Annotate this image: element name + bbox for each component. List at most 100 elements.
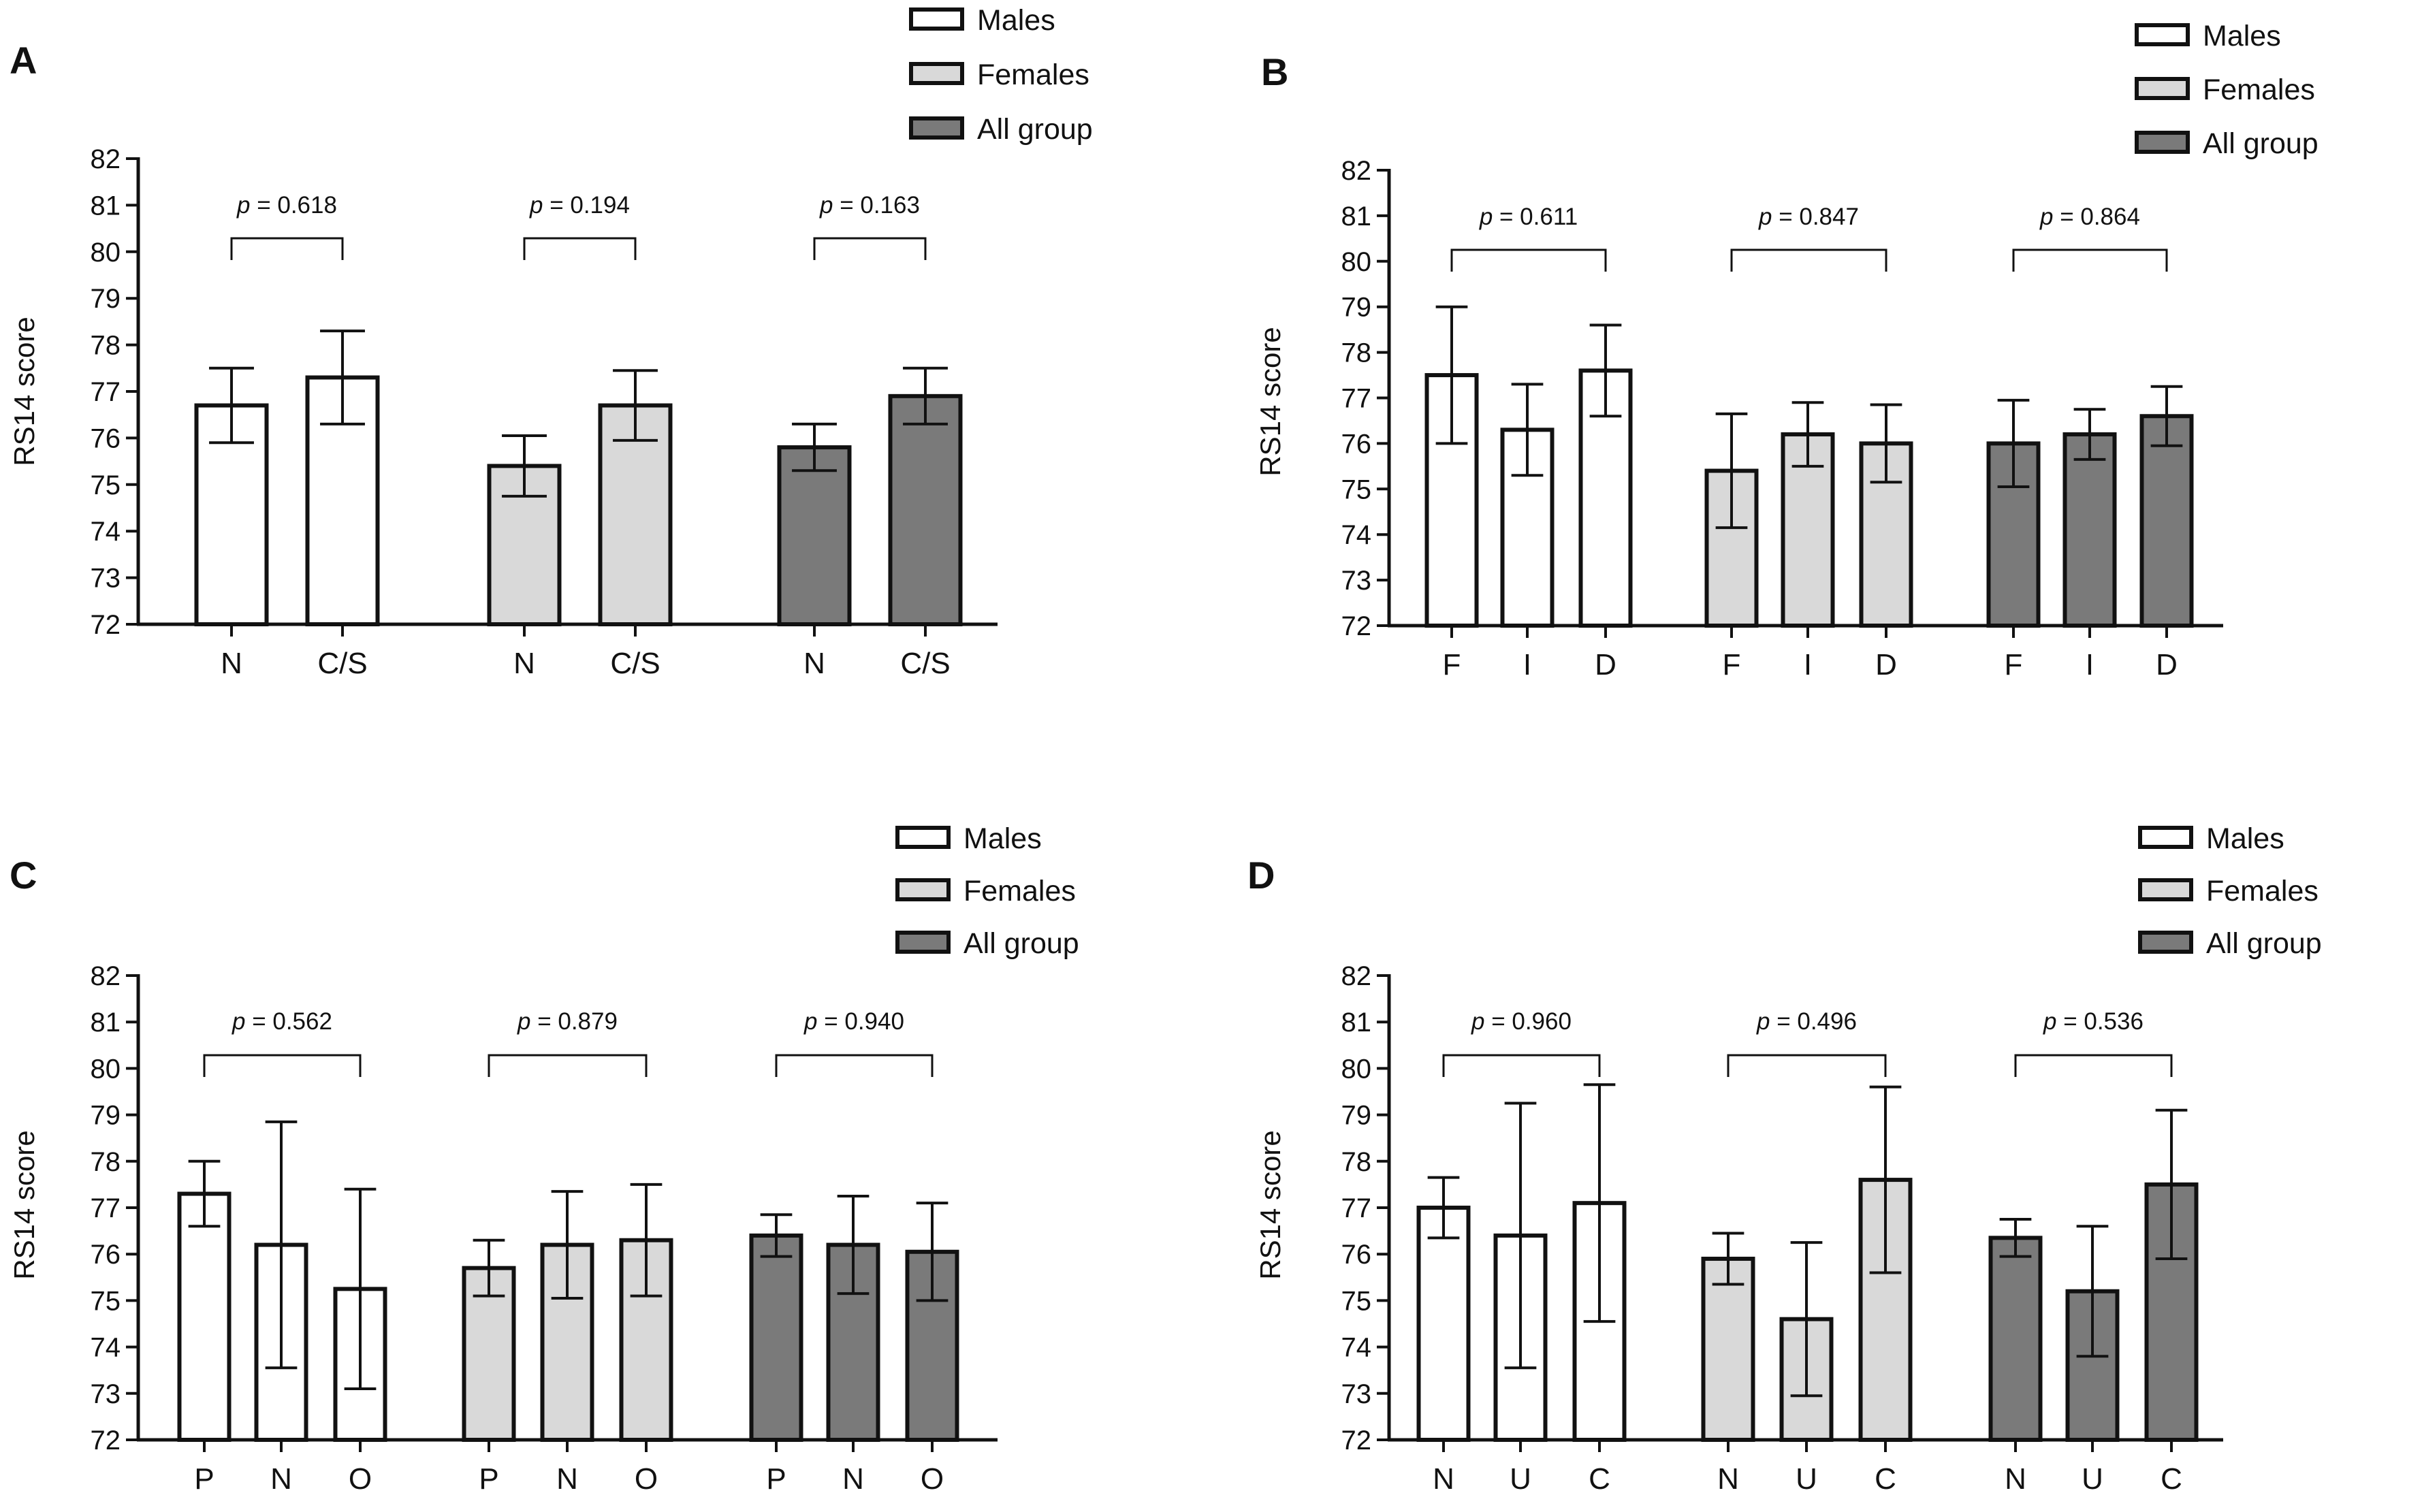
- legend-label: Males: [977, 4, 1055, 37]
- p-value: = 0.864: [2053, 204, 2139, 230]
- y-tick-label: 78: [1341, 338, 1372, 368]
- x-tick-label: N: [270, 1462, 292, 1496]
- panel-letter: C: [10, 854, 37, 897]
- x-tick-label: C: [1589, 1462, 1610, 1496]
- legend-label: Females: [963, 875, 1076, 907]
- p-value: = 0.847: [1772, 204, 1858, 230]
- legend-swatch: [909, 62, 964, 85]
- y-tick-label: 79: [91, 284, 121, 314]
- significance-bracket: [775, 1054, 934, 1077]
- x-tick-label: U: [2082, 1462, 2103, 1496]
- p-value: = 0.496: [1770, 1008, 1856, 1035]
- y-tick-label: 80: [1341, 247, 1372, 277]
- significance-bracket: [1727, 1054, 1887, 1077]
- chart-panel-a: A RS14 score 72 73 74 75 76 77 78 79 80 81 82 N C/S p =…: [8, 4, 1093, 680]
- bar: [1701, 1257, 1755, 1443]
- y-tick-label: 72: [91, 610, 121, 640]
- p-symbol: p: [819, 192, 833, 219]
- y-tick-label: 72: [91, 1426, 121, 1455]
- bar: [194, 403, 269, 627]
- legend: Males Females All group: [909, 4, 1093, 146]
- x-tick-label: O: [921, 1462, 944, 1496]
- bar: [619, 1238, 673, 1442]
- p-symbol: p: [1758, 204, 1772, 230]
- bar: [1988, 1236, 2043, 1442]
- y-tick-label: 74: [91, 1333, 121, 1363]
- bar: [177, 1191, 232, 1443]
- p-symbol: p: [2039, 204, 2053, 230]
- x-tick-label: D: [2156, 648, 2178, 681]
- p-value-label: p = 0.536: [2043, 1008, 2144, 1035]
- x-tick-label: O: [349, 1462, 372, 1496]
- legend-label: All group: [977, 113, 1093, 146]
- p-value: = 0.618: [250, 192, 336, 219]
- legend-label: Males: [2203, 20, 2281, 52]
- x-tick-label: C/S: [317, 647, 367, 680]
- x-tick-label: N: [221, 647, 242, 680]
- panel-letter: D: [1247, 854, 1275, 897]
- legend-swatch: [895, 826, 951, 849]
- legend-swatch: [909, 116, 964, 140]
- legend: Males Females All group: [2138, 822, 2322, 960]
- x-tick-label: U: [1796, 1462, 1817, 1496]
- y-tick-label: 73: [1341, 566, 1372, 596]
- p-symbol: p: [1756, 1008, 1770, 1035]
- x-tick-label: P: [194, 1462, 214, 1496]
- bar: [749, 1233, 803, 1443]
- y-tick-label: 80: [1341, 1054, 1372, 1084]
- x-tick-label: N: [1433, 1462, 1454, 1496]
- p-value-label: p = 0.864: [2039, 204, 2140, 230]
- y-tick-label: 82: [1341, 961, 1372, 991]
- x-tick-label: C: [2161, 1462, 2182, 1496]
- bar: [777, 445, 852, 627]
- legend-label: All group: [2203, 127, 2319, 160]
- legend: Males Females All group: [895, 822, 1079, 960]
- p-symbol: p: [517, 1008, 530, 1035]
- x-tick-label: N: [2005, 1462, 2026, 1496]
- legend-label: Females: [2206, 875, 2319, 907]
- x-tick-label: O: [635, 1462, 658, 1496]
- bar: [888, 393, 963, 627]
- legend-swatch: [2138, 878, 2193, 901]
- p-value: = 0.194: [543, 192, 629, 219]
- y-axis-title: RS14 score: [1254, 1130, 1286, 1279]
- x-tick-label: D: [1875, 648, 1897, 681]
- y-tick-label: 80: [91, 1054, 121, 1084]
- y-tick-label: 73: [1341, 1379, 1372, 1409]
- p-value: = 0.562: [245, 1008, 332, 1035]
- y-tick-label: 81: [1341, 1008, 1372, 1038]
- y-tick-label: 72: [1341, 1426, 1372, 1455]
- x-tick-label: I: [1523, 648, 1531, 681]
- y-tick-label: 79: [91, 1101, 121, 1131]
- bar: [598, 403, 673, 627]
- y-tick-label: 76: [91, 423, 121, 453]
- legend-swatch: [2138, 826, 2193, 849]
- x-tick-label: N: [1717, 1462, 1739, 1496]
- x-tick-label: I: [1804, 648, 1812, 681]
- p-symbol: p: [529, 192, 543, 219]
- y-axis-title: RS14 score: [8, 1130, 40, 1279]
- y-tick-label: 77: [1341, 1193, 1372, 1223]
- y-tick-label: 74: [91, 517, 121, 547]
- y-tick-label: 76: [1341, 429, 1372, 459]
- x-tick-label: P: [479, 1462, 498, 1496]
- p-symbol: p: [2043, 1008, 2056, 1035]
- legend-swatch: [895, 931, 951, 954]
- x-tick-label: N: [842, 1462, 864, 1496]
- bar: [2062, 432, 2117, 628]
- x-tick-label: N: [556, 1462, 578, 1496]
- legend-swatch: [2138, 931, 2193, 954]
- y-tick-label: 81: [91, 191, 121, 221]
- y-tick-label: 82: [91, 961, 121, 991]
- significance-bracket: [488, 1054, 648, 1077]
- p-value: = 0.163: [833, 192, 919, 219]
- legend-label: Males: [963, 822, 1042, 855]
- p-value-label: p = 0.163: [819, 192, 920, 219]
- x-tick-label: U: [1510, 1462, 1531, 1496]
- y-tick-label: 78: [91, 331, 121, 361]
- chart-panel-c: C RS14 score 72 73 74 75 76 77 78 79 80 81 82 P N Op = …: [8, 822, 1079, 1496]
- y-tick-label: 73: [91, 1379, 121, 1409]
- p-value-label: p = 0.194: [529, 192, 630, 219]
- legend-swatch: [895, 878, 951, 901]
